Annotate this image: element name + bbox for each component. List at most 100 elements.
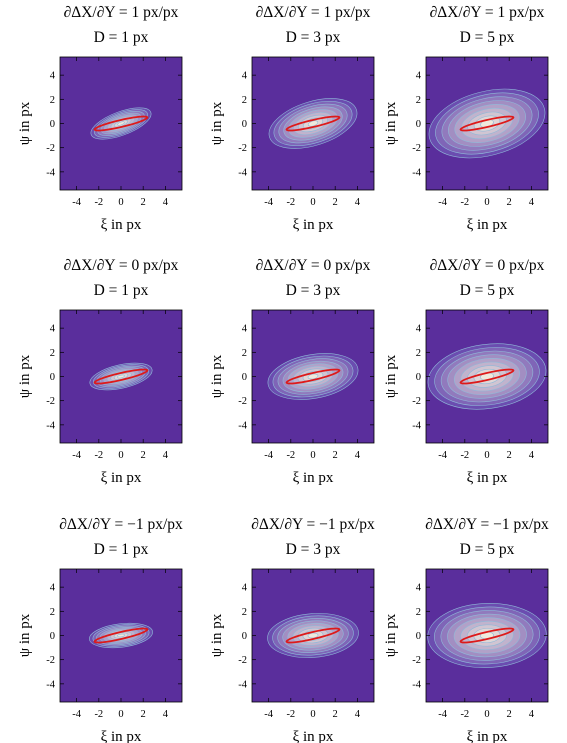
y-tick-label: -2: [46, 396, 55, 407]
panel-title-line1: ∂ΔX/∂Y = −1 px/px: [59, 516, 183, 533]
y-tick-label: -4: [238, 420, 247, 431]
red-reference-ellipse: [285, 627, 341, 644]
y-axis-label: ψ in px: [17, 613, 33, 657]
contour-plot: [252, 310, 374, 443]
x-tick-label: 0: [484, 197, 489, 208]
x-axis-label: ξ in px: [293, 217, 334, 233]
y-tick-label: 2: [50, 607, 55, 618]
panel-3-2: ∂ΔX/∂Y = −1 px/px D = 3 px -4 -2 0 2 4 -4 -2 0 2 4 ξ…: [209, 516, 375, 743]
y-tick-label: 0: [242, 119, 247, 130]
x-tick-label: 0: [310, 450, 315, 461]
x-tick-label: -4: [72, 709, 81, 720]
y-axis-label: ψ in px: [17, 101, 33, 145]
y-axis-label: ψ in px: [209, 613, 225, 657]
x-tick-label: 4: [163, 197, 169, 208]
red-reference-ellipse: [93, 627, 149, 644]
x-tick-label: 2: [141, 197, 146, 208]
x-axis-label: ξ in px: [293, 729, 334, 743]
red-reference-ellipse: [93, 115, 149, 132]
y-tick-label: 4: [416, 324, 422, 335]
y-tick-label: 0: [416, 119, 421, 130]
contour-level-9: [117, 633, 125, 638]
y-tick-label: -4: [238, 167, 247, 178]
y-tick-label: 0: [50, 372, 55, 383]
x-tick-label: 2: [507, 450, 512, 461]
x-axis-label: ξ in px: [293, 470, 334, 486]
contour-plot: [426, 310, 548, 443]
y-tick-label: -2: [238, 655, 247, 666]
red-reference-ellipse: [459, 368, 515, 385]
y-tick-label: 4: [242, 583, 248, 594]
x-tick-label: -4: [264, 197, 273, 208]
x-tick-label: 2: [141, 450, 146, 461]
contour-plot: [426, 569, 548, 702]
panel-1-1: ∂ΔX/∂Y = 1 px/px D = 1 px -4 -2 0 2 4 -4 -2 0 2 4 ξ …: [17, 4, 183, 233]
x-tick-label: 2: [333, 197, 338, 208]
y-tick-label: 4: [50, 324, 56, 335]
x-tick-label: 0: [310, 197, 315, 208]
x-tick-label: 2: [507, 709, 512, 720]
y-tick-label: -4: [412, 679, 421, 690]
contour-level-9: [307, 120, 319, 127]
y-tick-label: -4: [412, 420, 421, 431]
y-tick-label: -4: [412, 167, 421, 178]
panel-2-3: ∂ΔX/∂Y = 0 px/px D = 5 px -4 -2 0 2 4 -4 -2 0 2 4 ξ …: [383, 257, 549, 486]
x-tick-label: 0: [484, 709, 489, 720]
y-tick-label: -2: [412, 396, 421, 407]
y-tick-label: 2: [242, 95, 247, 106]
x-tick-label: -2: [286, 197, 295, 208]
panel-title-line1: ∂ΔX/∂Y = 1 px/px: [430, 4, 545, 21]
y-tick-label: 2: [416, 607, 421, 618]
y-tick-label: -2: [238, 143, 247, 154]
x-tick-label: 4: [355, 197, 361, 208]
panel-2-2: ∂ΔX/∂Y = 0 px/px D = 3 px -4 -2 0 2 4 -4 -2 0 2 4 ξ …: [209, 257, 375, 486]
panel-3-3: ∂ΔX/∂Y = −1 px/px D = 5 px -4 -2 0 2 4 -4 -2 0 2 4 ξ…: [383, 516, 549, 743]
y-tick-label: 2: [416, 348, 421, 359]
x-tick-label: 4: [163, 450, 169, 461]
y-tick-label: -4: [238, 679, 247, 690]
y-axis-label: ψ in px: [209, 354, 225, 398]
x-tick-label: -4: [438, 197, 447, 208]
contour-plot: [60, 57, 182, 190]
panel-title-line2: D = 5 px: [460, 282, 515, 299]
x-tick-label: -2: [286, 450, 295, 461]
panel-title-line1: ∂ΔX/∂Y = 0 px/px: [64, 257, 179, 274]
x-axis-label: ξ in px: [467, 729, 508, 743]
panel-title-line1: ∂ΔX/∂Y = 1 px/px: [64, 4, 179, 21]
y-axis-label: ψ in px: [383, 101, 399, 145]
panel-title-line2: D = 1 px: [94, 29, 149, 46]
panel-title-line1: ∂ΔX/∂Y = −1 px/px: [251, 516, 375, 533]
y-tick-label: 4: [50, 71, 56, 82]
contour-plot: [60, 310, 182, 443]
red-reference-ellipse: [459, 627, 515, 644]
x-tick-label: -2: [286, 709, 295, 720]
y-tick-label: 0: [242, 631, 247, 642]
y-axis-label: ψ in px: [383, 354, 399, 398]
y-tick-label: 2: [50, 95, 55, 106]
contour-plot: [426, 57, 548, 190]
x-tick-label: 4: [529, 197, 535, 208]
x-tick-label: 4: [529, 709, 535, 720]
x-tick-label: -2: [94, 709, 103, 720]
red-reference-ellipse: [459, 115, 515, 132]
panel-title-line2: D = 1 px: [94, 541, 149, 558]
contour-plot: [252, 57, 374, 190]
y-tick-label: 2: [242, 348, 247, 359]
red-reference-ellipse: [93, 368, 149, 385]
y-tick-label: 0: [242, 372, 247, 383]
panel-title-line2: D = 1 px: [94, 282, 149, 299]
x-tick-label: 4: [355, 450, 361, 461]
x-tick-label: 2: [333, 450, 338, 461]
contour-level-9: [117, 121, 125, 126]
y-tick-label: -2: [46, 143, 55, 154]
x-tick-label: -2: [460, 709, 469, 720]
x-tick-label: -4: [72, 197, 81, 208]
x-tick-label: -2: [94, 197, 103, 208]
y-tick-label: 4: [416, 71, 422, 82]
contour-level-9: [307, 373, 319, 380]
panel-title-line2: D = 3 px: [286, 282, 341, 299]
y-tick-label: 0: [50, 631, 55, 642]
y-tick-label: -2: [412, 143, 421, 154]
y-tick-label: 0: [50, 119, 55, 130]
